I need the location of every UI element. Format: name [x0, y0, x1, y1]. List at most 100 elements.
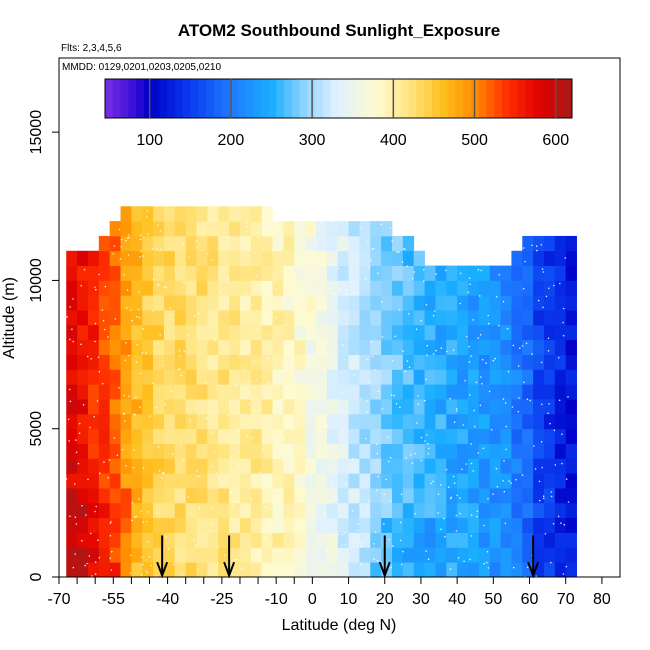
heatmap-cell: [109, 517, 121, 533]
heatmap-cell: [565, 502, 577, 519]
flight-track-point: [314, 370, 317, 373]
heatmap-cell: [424, 265, 436, 281]
colorbar-segment: [268, 79, 277, 118]
heatmap-cell: [478, 458, 491, 474]
heatmap-cell: [457, 369, 469, 385]
heatmap-cell: [457, 310, 469, 326]
heatmap-cell: [391, 502, 404, 519]
heatmap-cell: [142, 517, 154, 533]
heatmap-cell: [207, 488, 219, 504]
heatmap-cell: [239, 250, 252, 266]
colorbar-segment: [416, 79, 425, 118]
heatmap-cell: [370, 235, 382, 252]
flight-track-point: [69, 338, 71, 341]
heatmap-cell: [174, 310, 187, 326]
heatmap-cell: [413, 310, 425, 326]
heatmap-cell: [98, 517, 111, 533]
heatmap-cell: [522, 369, 534, 385]
heatmap-cell: [77, 310, 89, 326]
heatmap-cell: [348, 250, 360, 266]
flight-track-point: [487, 314, 490, 317]
heatmap-cell: [326, 562, 339, 578]
heatmap-cell: [153, 339, 165, 355]
heatmap-cell: [98, 428, 111, 444]
flight-track-point: [183, 459, 185, 461]
heatmap-cell: [142, 562, 154, 578]
heatmap-cell: [435, 310, 447, 326]
heatmap-cell: [435, 265, 447, 281]
heatmap-cell: [554, 265, 567, 281]
flight-track-point: [324, 422, 326, 425]
flight-track-point: [345, 289, 348, 291]
flight-track-point: [420, 459, 423, 462]
heatmap-cell: [315, 547, 328, 563]
flight-track-point: [366, 507, 369, 510]
heatmap-cell: [381, 310, 393, 326]
heatmap-cell: [142, 532, 154, 548]
flight-track-point: [341, 533, 344, 536]
heatmap-cell: [337, 280, 349, 296]
heatmap-cell: [424, 473, 436, 489]
heatmap-cell: [457, 384, 469, 400]
heatmap-cell: [229, 413, 241, 430]
heatmap-cell: [272, 413, 284, 430]
heatmap-cell: [196, 235, 208, 252]
heatmap-cell: [218, 369, 230, 385]
flight-track-point: [74, 553, 76, 555]
heatmap-cell: [511, 562, 523, 578]
colorbar-segment: [431, 79, 441, 118]
heatmap-cell: [283, 310, 295, 326]
flight-track-point: [169, 313, 171, 316]
heatmap-cell: [174, 428, 187, 444]
flight-track-point: [219, 278, 222, 281]
heatmap-cell: [413, 384, 425, 400]
heatmap-cell: [478, 413, 491, 430]
heatmap-cell: [142, 354, 154, 370]
flight-track-point: [229, 401, 231, 403]
heatmap-cell: [87, 473, 100, 489]
colorbar-segment: [361, 79, 371, 118]
heatmap-cell: [467, 443, 480, 459]
flight-track-point: [533, 445, 535, 447]
heatmap-cell: [185, 517, 197, 533]
flight-track-point: [290, 288, 292, 291]
flight-track-point: [387, 436, 390, 438]
heatmap-cell: [315, 384, 328, 400]
flight-track-point: [312, 261, 315, 264]
heatmap-cell: [467, 384, 480, 400]
flight-track-point: [68, 440, 70, 442]
flight-track-point: [251, 304, 253, 307]
heatmap-cell: [489, 443, 501, 459]
flight-track-point: [385, 478, 388, 481]
plot-frame: [58, 57, 621, 578]
flight-marker-arrowhead: [223, 561, 236, 579]
flight-track-point: [361, 542, 363, 545]
y-axis-label: Altitude (m): [1, 277, 18, 359]
heatmap-cell: [261, 265, 273, 281]
heatmap-cell: [250, 562, 263, 578]
flight-track-point: [141, 556, 143, 559]
heatmap-cell: [413, 295, 425, 311]
flight-track-point: [542, 306, 544, 309]
flight-track-point: [216, 307, 219, 310]
colorbar-segment: [447, 79, 456, 118]
flight-track-point: [373, 368, 376, 371]
flight-track-point: [165, 286, 167, 288]
heatmap-cell: [381, 324, 393, 341]
heatmap-cell: [413, 562, 425, 578]
flight-track-point: [139, 256, 141, 258]
flight-track-point: [502, 398, 505, 400]
heatmap-cell: [391, 547, 404, 563]
flight-track-point: [158, 469, 161, 472]
flight-track-point: [564, 257, 567, 259]
flight-track-point: [526, 566, 529, 569]
flight-track-point: [109, 522, 112, 524]
flight-track-point: [246, 226, 249, 228]
flight-track-point: [541, 268, 544, 270]
flight-track-point: [146, 233, 149, 235]
heatmap-cell: [337, 532, 349, 548]
heatmap-cell: [120, 532, 132, 548]
heatmap-cell: [370, 428, 382, 444]
flight-track-point: [161, 477, 163, 479]
heatmap-cell: [196, 384, 208, 400]
